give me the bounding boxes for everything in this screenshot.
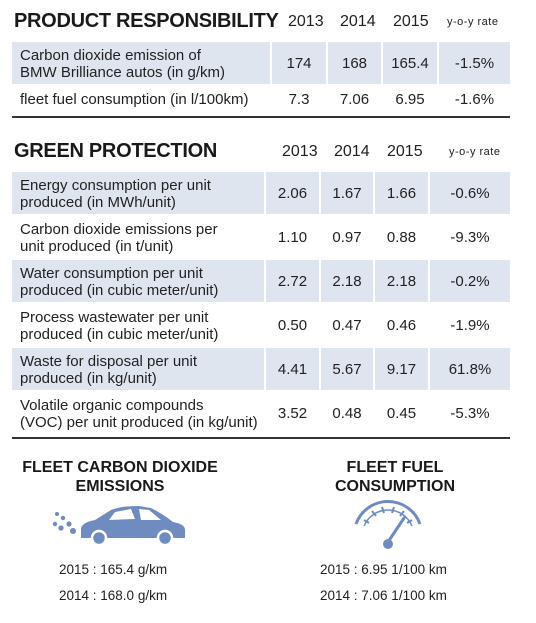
product-title: PRODUCT RESPONSIBILITY — [14, 10, 279, 32]
value-2013: 2.06 — [264, 172, 319, 214]
fleet-co2-2014: 2014 : 168.0 g/km — [59, 588, 168, 603]
value-2015: 2.18 — [373, 260, 428, 302]
product-responsibility-section: PRODUCT RESPONSIBILITY 2013 2014 2015 y-… — [12, 10, 510, 114]
year-2015-header: 2015 — [387, 143, 423, 160]
row-label: Water consumption per unit produced (in c… — [12, 260, 264, 302]
value-2014: 0.48 — [319, 392, 373, 434]
table-row: Waste for disposal per unit produced (in … — [12, 348, 510, 390]
year-2013-header: 2013 — [282, 143, 318, 160]
value-2015: 6.95 — [381, 86, 437, 112]
table-row: Carbon dioxide emission of BMW Brilliance… — [12, 42, 510, 84]
value-rate: -9.3% — [428, 216, 510, 258]
row-label: Volatile organic compounds (VOC) per unit… — [20, 396, 258, 431]
table-row: Process wastewater per unit produced (in … — [12, 304, 510, 346]
value-2015: 1.66 — [373, 172, 428, 214]
value-2014: 1.67 — [319, 172, 373, 214]
fleet-fuel-infobox: FLEET FUEL CONSUMPTION 2015 : 6.95 1/100 … — [300, 458, 490, 608]
value-2014: 168 — [326, 42, 381, 84]
fleet-fuel-2015: 2015 : 6.95 1/100 km — [320, 562, 447, 577]
row-label: fleet fuel consumption (in l/100km) — [20, 91, 249, 108]
green-header: GREEN PROTECTION 2013 2014 2015 y-o-y ra… — [12, 140, 510, 170]
year-2013-header: 2013 — [288, 13, 324, 30]
row-label: Energy consumption per unit produced (in … — [12, 172, 264, 214]
rate-header: y-o-y rate — [449, 146, 501, 158]
value-2014: 0.97 — [319, 216, 373, 258]
table-row: Water consumption per unit produced (in c… — [12, 260, 510, 302]
value-2015: 0.45 — [373, 392, 428, 434]
value-2013: 7.3 — [270, 86, 326, 112]
value-2013: 4.41 — [264, 348, 319, 390]
value-2014: 7.06 — [326, 86, 381, 112]
green-table: Energy consumption per unit produced (in … — [12, 170, 510, 436]
value-2013: 3.52 — [264, 392, 319, 434]
value-rate: -5.3% — [428, 392, 510, 434]
row-label: Process wastewater per unit produced (in … — [20, 308, 219, 343]
value-2015: 0.88 — [373, 216, 428, 258]
fleet-fuel-title: FLEET FUEL CONSUMPTION — [335, 459, 455, 495]
value-rate: -1.5% — [437, 42, 510, 84]
product-header: PRODUCT RESPONSIBILITY 2013 2014 2015 y-… — [12, 10, 510, 40]
row-label: Carbon dioxide emissions per unit produce… — [20, 220, 218, 255]
car-exhaust-icon — [52, 506, 185, 547]
fleet-fuel-2014: 2014 : 7.06 1/100 km — [320, 588, 447, 603]
fuel-gauge-icon — [354, 499, 422, 549]
value-rate: -0.2% — [428, 260, 510, 302]
rate-header: y-o-y rate — [447, 16, 499, 28]
value-rate: 61.8% — [428, 348, 510, 390]
green-title: GREEN PROTECTION — [14, 140, 217, 162]
section-divider — [12, 116, 510, 118]
table-row: Carbon dioxide emissions per unit produce… — [12, 216, 510, 258]
value-rate: -1.6% — [437, 86, 510, 112]
row-label: Carbon dioxide emission of BMW Brilliance… — [12, 42, 270, 84]
row-label: Waste for disposal per unit produced (in … — [12, 348, 264, 390]
fleet-co2-2015: 2015 : 165.4 g/km — [59, 562, 168, 577]
value-2013: 174 — [270, 42, 326, 84]
value-2014: 0.47 — [319, 304, 373, 346]
value-2015: 165.4 — [381, 42, 437, 84]
value-2014: 5.67 — [319, 348, 373, 390]
table-row: fleet fuel consumption (in l/100km) 7.3 … — [12, 86, 510, 112]
table-row: Energy consumption per unit produced (in … — [12, 172, 510, 214]
fleet-co2-infobox: FLEET CARBON DIOXIDE EMISSIONS 2015 : 165… — [15, 458, 225, 608]
value-2015: 9.17 — [373, 348, 428, 390]
product-table: Carbon dioxide emission of BMW Brilliance… — [12, 40, 510, 114]
value-rate: -1.9% — [428, 304, 510, 346]
green-protection-section: GREEN PROTECTION 2013 2014 2015 y-o-y ra… — [12, 140, 510, 436]
year-2014-header: 2014 — [340, 13, 376, 30]
value-2014: 2.18 — [319, 260, 373, 302]
section-divider — [12, 437, 510, 439]
value-2015: 0.46 — [373, 304, 428, 346]
fleet-co2-title: FLEET CARBON DIOXIDE EMISSIONS — [22, 459, 218, 495]
year-2015-header: 2015 — [393, 13, 429, 30]
table-row: Volatile organic compounds (VOC) per unit… — [12, 392, 510, 434]
value-2013: 1.10 — [264, 216, 319, 258]
value-2013: 0.50 — [264, 304, 319, 346]
year-2014-header: 2014 — [334, 143, 370, 160]
value-2013: 2.72 — [264, 260, 319, 302]
value-rate: -0.6% — [428, 172, 510, 214]
